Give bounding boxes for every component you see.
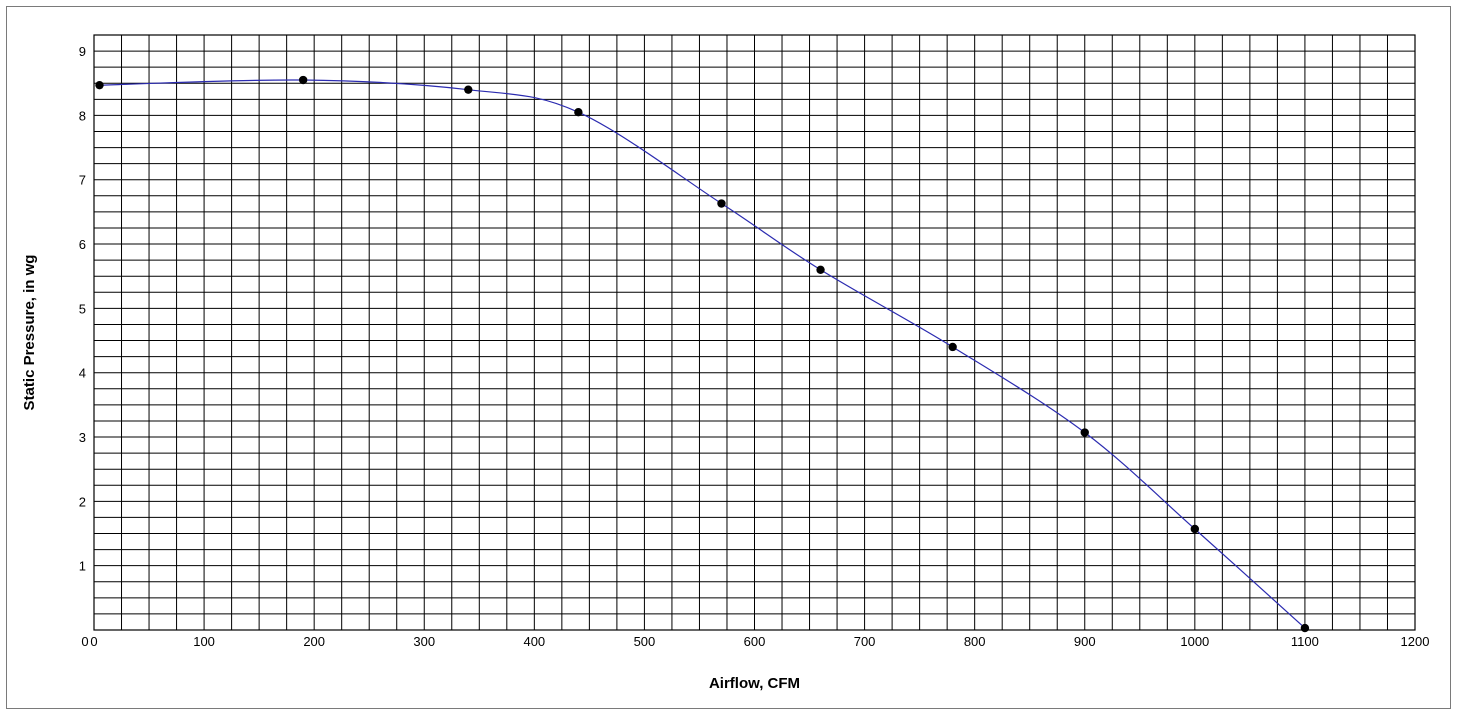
data-point bbox=[1080, 428, 1089, 437]
data-point bbox=[574, 107, 583, 117]
series-curve bbox=[99, 79, 1306, 629]
data-point bbox=[464, 85, 473, 94]
y-tick-label: 2 bbox=[79, 494, 86, 509]
x-tick-label: 1100 bbox=[1291, 634, 1319, 649]
data-markers bbox=[95, 75, 1310, 633]
x-tick-label: 0 bbox=[90, 634, 97, 649]
y-tick-label: 1 bbox=[79, 559, 86, 574]
x-tick-label: 300 bbox=[413, 634, 435, 649]
data-point bbox=[95, 80, 104, 90]
x-tick-label: 1000 bbox=[1180, 634, 1209, 649]
data-point bbox=[948, 342, 957, 352]
y-tick-label: 6 bbox=[79, 237, 86, 252]
data-point bbox=[1300, 623, 1310, 633]
plot-area-border bbox=[93, 34, 1416, 631]
grid bbox=[94, 35, 1415, 630]
x-tick-label: 1200 bbox=[1401, 634, 1430, 649]
y-tick-label: 8 bbox=[79, 108, 86, 123]
x-tick-label: 700 bbox=[854, 634, 876, 649]
y-tick-label: 7 bbox=[79, 173, 86, 188]
data-point bbox=[816, 265, 825, 274]
y-tick-label: 9 bbox=[79, 44, 86, 59]
data-point bbox=[717, 199, 726, 208]
x-tick-label: 200 bbox=[303, 634, 325, 649]
y-tick-label: 5 bbox=[79, 301, 86, 316]
y-tick-label: 3 bbox=[79, 430, 86, 445]
y-tick-label-0: 0 bbox=[81, 634, 88, 649]
chart-frame bbox=[6, 6, 1451, 709]
data-point bbox=[298, 75, 308, 85]
y-tick-label: 4 bbox=[79, 366, 86, 381]
x-tick-label: 800 bbox=[964, 634, 986, 649]
y-tick-labels: 1 2 3 4 5 6 7 8 9 bbox=[79, 44, 86, 574]
x-axis-title: Airflow, CFM bbox=[709, 675, 800, 692]
x-tick-label: 100 bbox=[193, 634, 215, 649]
x-tick-label: 400 bbox=[523, 634, 545, 649]
x-tick-label: 600 bbox=[744, 634, 766, 649]
y-axis-title: Static Pressure, in wg bbox=[21, 255, 38, 411]
data-point bbox=[1190, 524, 1200, 534]
x-tick-label: 900 bbox=[1074, 634, 1096, 649]
x-tick-label: 500 bbox=[634, 634, 656, 649]
x-tick-labels: 0 100 200 300 400 500 600 700 800 900 1000 1100 1200 bbox=[90, 634, 1429, 649]
